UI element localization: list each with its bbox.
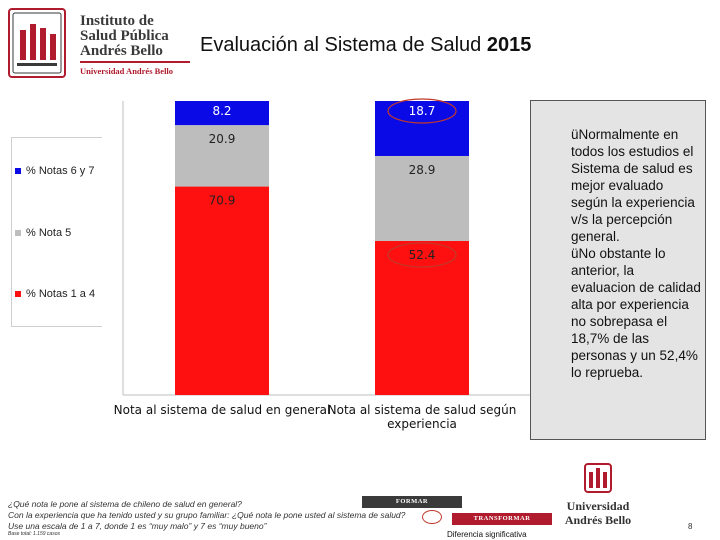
- university-crest-icon: [584, 463, 612, 493]
- note-2: üNo obstante lo anterior, la evaluacion …: [571, 246, 701, 380]
- footer-base: Base total: 1.159 casos: [8, 531, 60, 537]
- footer-question-3: Use una escala de 1 a 7, donde 1 es “muy…: [8, 521, 267, 531]
- footer-question-2: Con la experiencia que ha tenido usted y…: [8, 510, 406, 520]
- legend-item-notas-6-7: % Notas 6 y 7: [15, 165, 94, 177]
- institute-logo: Instituto de Salud Pública Andrés Bello …: [4, 4, 196, 78]
- data-label: 52.4: [409, 248, 436, 262]
- page-title: Evaluación al Sistema de Salud 2015: [200, 34, 640, 57]
- uab-line-1: Universidad: [566, 499, 630, 513]
- data-label: 28.9: [409, 163, 436, 177]
- logo-line-1: Instituto de: [80, 13, 154, 29]
- logo-line-3: Andrés Bello: [80, 43, 163, 59]
- category-label: experiencia: [387, 417, 457, 431]
- note-1: üNormalmente en todos los estudios el Si…: [571, 127, 695, 244]
- category-label: Nota al sistema de salud en general: [114, 403, 331, 417]
- chart-svg: 70.9 20.9 8.2 Nota al sistema de salud en g…: [114, 98, 530, 431]
- bar-segment: [175, 186, 269, 395]
- bar-segment: [375, 240, 469, 395]
- institute-emblem-icon: [8, 8, 66, 78]
- data-label: 20.9: [209, 132, 236, 146]
- tag-transformar: TRANSFORMAR: [452, 513, 552, 525]
- highlight-oval: [387, 98, 457, 124]
- uab-line-2: Andrés Bello: [564, 513, 632, 527]
- title-year: 2015: [486, 34, 532, 56]
- notes-text: üNormalmente en todos los estudios el Si…: [571, 126, 701, 381]
- notes-box: üNormalmente en todos los estudios el Si…: [530, 100, 706, 440]
- data-label: 8.2: [212, 104, 231, 118]
- title-main: Evaluación al Sistema de Salud: [200, 34, 482, 56]
- page-number: 8: [688, 522, 693, 531]
- legend-swatch-red: [15, 291, 21, 298]
- significant-difference-label: Diferencia significativa: [447, 530, 527, 539]
- footer-question-1: ¿Qué nota le pone al sistema de chileno …: [8, 499, 242, 509]
- stacked-bar-chart: 70.9 20.9 8.2 Nota al sistema de salud en g…: [105, 96, 530, 436]
- legend-label: % Nota 5: [26, 227, 72, 239]
- significant-difference-oval-icon: [422, 510, 442, 524]
- legend-swatch-gray: [15, 230, 21, 237]
- bar-segment: [375, 155, 469, 241]
- legend-item-notas-1-4: % Notas 1 a 4: [15, 288, 95, 300]
- legend-swatch-blue: [15, 168, 21, 175]
- legend-label: % Notas 6 y 7: [26, 165, 95, 177]
- legend-item-nota-5: % Nota 5: [15, 227, 71, 239]
- category-label: Nota al sistema de salud según: [328, 403, 517, 417]
- bar-segment: [175, 125, 269, 187]
- data-label: 70.9: [209, 194, 236, 208]
- logo-line-2: Salud Pública: [80, 28, 169, 44]
- tag-formar: FORMAR: [362, 496, 462, 508]
- chart-legend: % Notas 6 y 7 % Nota 5 % Notas 1 a 4: [11, 137, 102, 327]
- legend-label: % Notas 1 a 4: [26, 288, 96, 300]
- data-label: 18.7: [409, 104, 436, 118]
- highlight-oval: [387, 242, 457, 268]
- bar-segment: [175, 101, 269, 126]
- bar-segment: [375, 101, 469, 156]
- logo-divider: [80, 61, 190, 63]
- logo-subtitle: Universidad Andrés Bello: [80, 66, 174, 76]
